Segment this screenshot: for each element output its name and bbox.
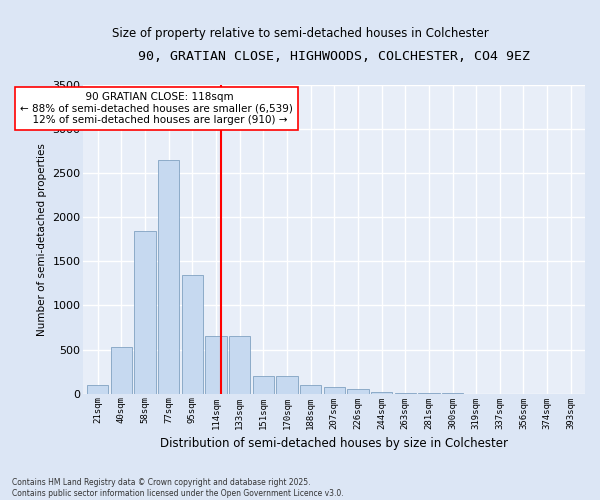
X-axis label: Distribution of semi-detached houses by size in Colchester: Distribution of semi-detached houses by … bbox=[160, 437, 508, 450]
Bar bbox=[253, 376, 274, 394]
Bar bbox=[347, 389, 368, 394]
Bar bbox=[276, 376, 298, 394]
Bar bbox=[205, 336, 227, 394]
Bar bbox=[300, 385, 321, 394]
Bar bbox=[323, 388, 345, 394]
Bar bbox=[134, 230, 155, 394]
Y-axis label: Number of semi-detached properties: Number of semi-detached properties bbox=[37, 143, 47, 336]
Bar bbox=[229, 336, 250, 394]
Bar bbox=[110, 347, 132, 394]
Bar bbox=[158, 160, 179, 394]
Text: Contains HM Land Registry data © Crown copyright and database right 2025.
Contai: Contains HM Land Registry data © Crown c… bbox=[12, 478, 344, 498]
Text: 90 GRATIAN CLOSE: 118sqm
← 88% of semi-detached houses are smaller (6,539)
  12%: 90 GRATIAN CLOSE: 118sqm ← 88% of semi-d… bbox=[20, 92, 293, 126]
Bar bbox=[371, 392, 392, 394]
Title: 90, GRATIAN CLOSE, HIGHWOODS, COLCHESTER, CO4 9EZ: 90, GRATIAN CLOSE, HIGHWOODS, COLCHESTER… bbox=[138, 50, 530, 63]
Bar bbox=[182, 274, 203, 394]
Bar bbox=[87, 385, 108, 394]
Text: Size of property relative to semi-detached houses in Colchester: Size of property relative to semi-detach… bbox=[112, 28, 488, 40]
